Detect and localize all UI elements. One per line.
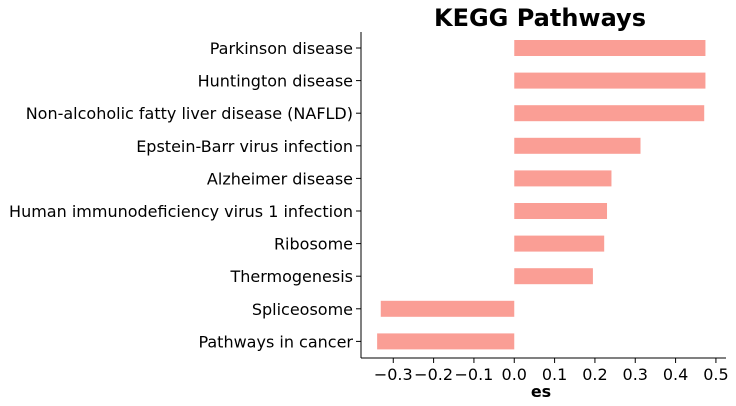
category-labels: Parkinson disease Huntington disease Non-a… bbox=[9, 39, 361, 351]
bars-group bbox=[377, 40, 706, 350]
category-label-3: Non-alcoholic fatty liver disease (NAFLD… bbox=[26, 104, 353, 123]
chart-title: KEGG Pathways bbox=[434, 4, 646, 32]
x-ticks: −0.3 −0.2 −0.1 0.0 0.1 0.2 0.3 0.4 0.5 bbox=[374, 358, 729, 384]
category-label-2: Huntington disease bbox=[198, 72, 353, 91]
x-tick-label-2: −0.2 bbox=[414, 365, 453, 384]
bar-7 bbox=[514, 235, 605, 252]
x-tick-label-3: −0.1 bbox=[454, 365, 493, 384]
x-tick-label-7: 0.3 bbox=[623, 365, 648, 384]
x-tick-label-8: 0.4 bbox=[663, 365, 688, 384]
category-label-9: Spliceosome bbox=[252, 300, 353, 319]
bar-9 bbox=[380, 300, 515, 317]
bar-5 bbox=[514, 170, 612, 187]
x-tick-label-9: 0.5 bbox=[703, 365, 728, 384]
bar-10 bbox=[377, 333, 515, 350]
x-tick-label-4: 0.0 bbox=[502, 365, 527, 384]
category-label-10: Pathways in cancer bbox=[198, 332, 353, 351]
bar-4 bbox=[514, 137, 641, 154]
category-label-6: Human immunodeficiency virus 1 infection bbox=[9, 202, 353, 221]
x-tick-label-1: −0.3 bbox=[374, 365, 413, 384]
category-label-4: Epstein-Barr virus infection bbox=[136, 137, 353, 156]
category-label-5: Alzheimer disease bbox=[207, 169, 353, 188]
category-label-8: Thermogenesis bbox=[229, 267, 353, 286]
category-label-7: Ribosome bbox=[274, 235, 353, 254]
bar-8 bbox=[514, 268, 593, 285]
x-axis-label: es bbox=[531, 382, 551, 401]
bar-2 bbox=[514, 72, 706, 89]
bar-1 bbox=[514, 40, 706, 56]
bar-3 bbox=[514, 105, 705, 122]
category-label-1: Parkinson disease bbox=[210, 39, 353, 58]
x-tick-label-5: 0.1 bbox=[542, 365, 567, 384]
bar-6 bbox=[514, 203, 608, 219]
x-tick-label-6: 0.2 bbox=[582, 365, 607, 384]
